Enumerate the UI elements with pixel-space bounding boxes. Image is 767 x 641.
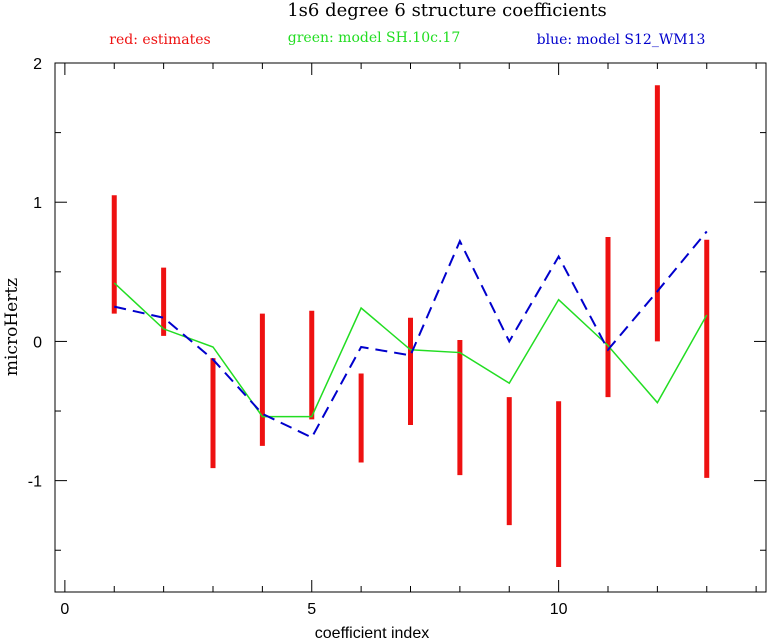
axis-ticks xyxy=(55,62,766,592)
x-tick-label: 0 xyxy=(60,601,69,618)
y-tick-label: 2 xyxy=(33,56,42,73)
series-line-sh10c17 xyxy=(113,282,708,418)
legend-estimates: red: estimates xyxy=(109,32,210,48)
x-axis-label: coefficient index xyxy=(315,625,429,641)
chart-title: 1s6 degree 6 structure coefficients xyxy=(287,0,607,21)
x-tick-label: 10 xyxy=(550,601,568,618)
estimates-errorbars xyxy=(111,85,710,567)
model-lines xyxy=(113,230,708,439)
legend-model-s12wm13: blue: model S12_WM13 xyxy=(537,32,706,48)
series-line-s12wm13 xyxy=(114,230,708,439)
x-tick-label: 5 xyxy=(307,601,316,618)
y-tick-label: 0 xyxy=(33,334,42,351)
y-tick-label: 1 xyxy=(33,195,42,212)
y-axis-label: microHertz xyxy=(2,278,22,376)
axis-tick-labels: 0 5 10 -1 0 1 2 xyxy=(28,56,568,618)
legend-model-sh10c17: green: model SH.10c.17 xyxy=(288,30,460,46)
y-tick-label: -1 xyxy=(28,474,42,491)
